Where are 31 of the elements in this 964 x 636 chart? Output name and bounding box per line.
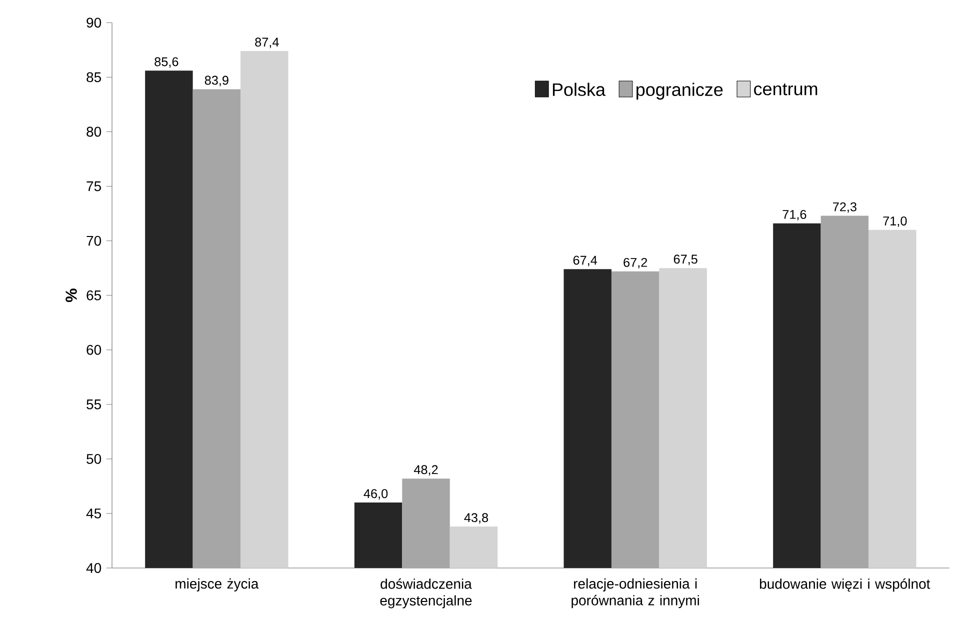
y-tick-label: 80 bbox=[86, 126, 102, 137]
data-label: 48,2 bbox=[414, 465, 438, 476]
y-tick-label: 90 bbox=[86, 18, 102, 28]
y-tick-label: 40 bbox=[86, 563, 102, 573]
y-tick-label: 70 bbox=[86, 236, 102, 246]
y-tick-label: 75 bbox=[86, 181, 102, 192]
legend-label: pogranicze bbox=[636, 82, 723, 100]
x-tick-label: relacje-odniesienia i porównania z innymi bbox=[572, 578, 699, 608]
data-label: 67,2 bbox=[624, 258, 648, 268]
legend-label: Polska bbox=[552, 82, 606, 96]
y-tick-label: 50 bbox=[86, 454, 102, 464]
data-label: 87,4 bbox=[255, 38, 279, 48]
data-label: 83,9 bbox=[204, 76, 228, 86]
data-label: 67,5 bbox=[674, 254, 698, 266]
y-axis-title: % bbox=[66, 288, 77, 302]
data-label: 67,4 bbox=[573, 256, 598, 266]
data-label: 85,6 bbox=[154, 57, 178, 68]
y-tick-label: 60 bbox=[86, 344, 102, 355]
y-tick-label: 45 bbox=[86, 508, 102, 518]
x-tick-label: budowanie więzi i wspólnot bbox=[760, 578, 930, 592]
data-label: 43,8 bbox=[464, 513, 488, 524]
data-label: 71,6 bbox=[782, 210, 806, 220]
data-label: 71,0 bbox=[883, 216, 907, 227]
data-label: 46,0 bbox=[364, 489, 388, 500]
legend-label: centrum bbox=[754, 83, 818, 96]
y-tick-label: 65 bbox=[86, 290, 102, 300]
data-label: 72,3 bbox=[832, 202, 856, 213]
x-tick-label: doświadczenia egzystencjalne bbox=[380, 578, 472, 608]
y-tick-label: 55 bbox=[86, 400, 102, 410]
y-tick-label: 85 bbox=[86, 72, 102, 82]
x-tick-label: miejsce życia bbox=[176, 578, 259, 592]
